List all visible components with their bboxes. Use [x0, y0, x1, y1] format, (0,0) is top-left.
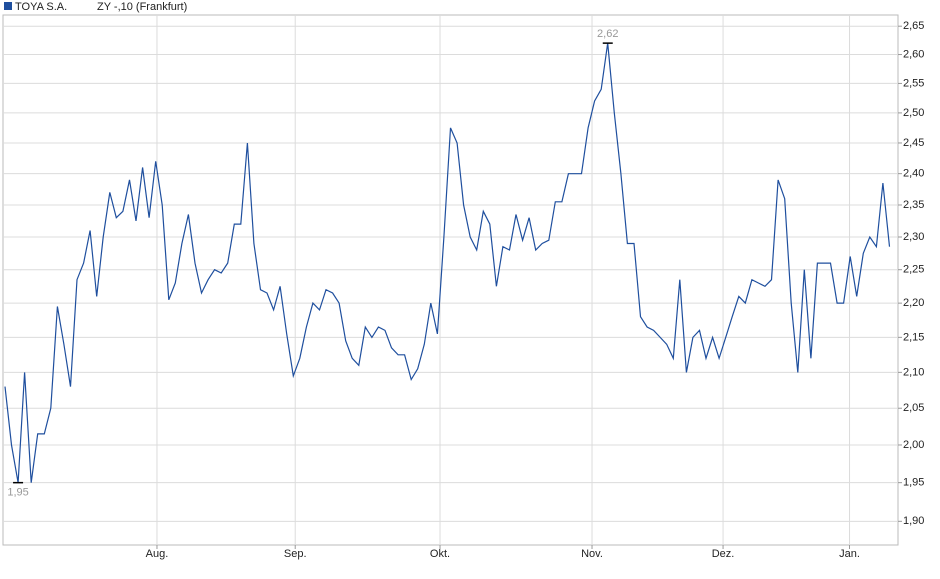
- y-tick-label: 2,60: [903, 48, 924, 60]
- y-tick-label: 2,25: [903, 264, 924, 276]
- y-tick-label: 2,40: [903, 168, 924, 180]
- y-tick-label: 2,55: [903, 77, 924, 89]
- legend-label: TOYA S.A.: [15, 1, 67, 13]
- annotation-label: 2,62: [597, 28, 618, 40]
- y-tick-label: 1,95: [903, 477, 924, 489]
- x-tick-label: Aug.: [146, 548, 169, 560]
- y-tick-label: 2,45: [903, 137, 924, 149]
- x-tick-label: Sep.: [284, 548, 307, 560]
- y-tick-label: 2,00: [903, 439, 924, 451]
- y-tick-label: 2,50: [903, 107, 924, 119]
- y-tick-label: 2,35: [903, 199, 924, 211]
- y-tick-label: 2,05: [903, 402, 924, 414]
- y-tick-label: 2,15: [903, 331, 924, 343]
- line: [4, 43, 891, 483]
- y-tick-label: 2,30: [903, 231, 924, 243]
- x-tick-label: Jan.: [839, 548, 860, 560]
- x-tick-label: Dez.: [712, 548, 735, 560]
- annotation-label: 1,95: [7, 487, 28, 499]
- y-tick-label: 2,10: [903, 366, 924, 378]
- x-tick-label: Okt.: [430, 548, 450, 560]
- y-tick-label: 2,20: [903, 297, 924, 309]
- plot-area: [2, 14, 899, 546]
- x-tick-label: Nov.: [581, 548, 603, 560]
- y-tick-label: 2,65: [903, 20, 924, 32]
- legend-swatch: [4, 2, 12, 10]
- subtitle: ZY -,10 (Frankfurt): [97, 1, 187, 13]
- y-tick-label: 1,90: [903, 515, 924, 527]
